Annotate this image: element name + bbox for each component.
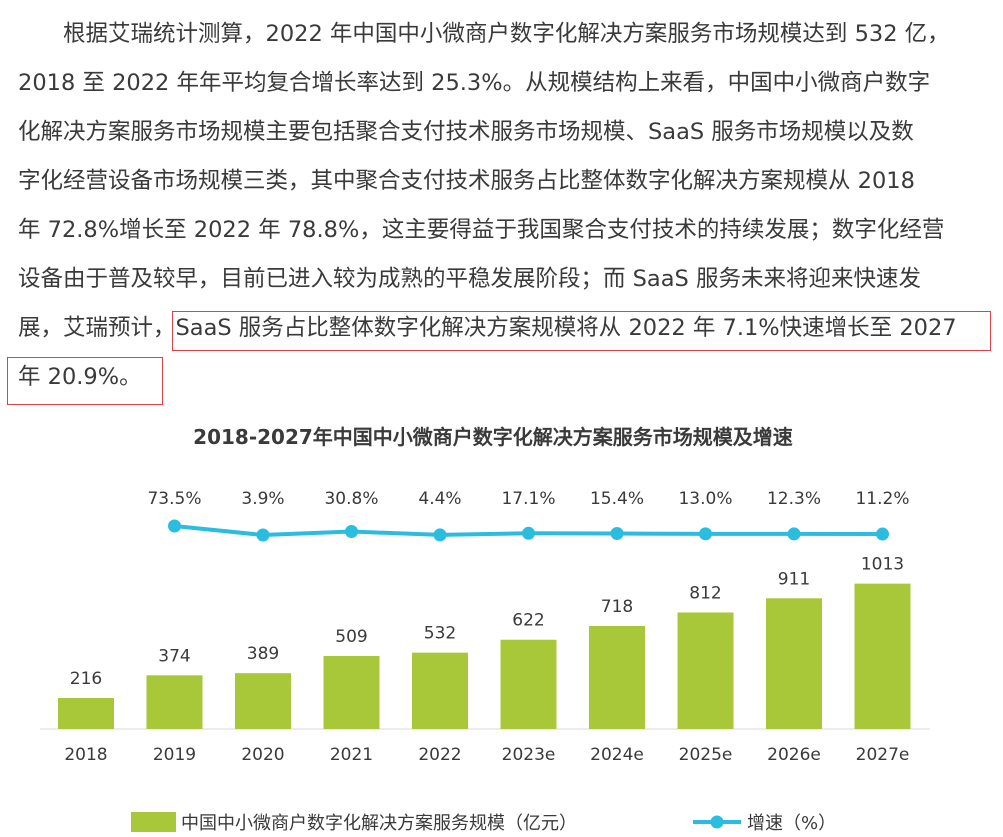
legend-line-label: 增速（%） bbox=[747, 813, 836, 834]
paragraph-line: 展，艾瑞预计，SaaS 服务占比整体数字化解决方案规模将从 2022 年 7.1… bbox=[18, 315, 957, 341]
legend-bar-swatch bbox=[131, 812, 176, 832]
bar-value-label: 509 bbox=[335, 627, 367, 647]
bar-2022 bbox=[412, 652, 468, 729]
bar-value-label: 532 bbox=[424, 624, 456, 644]
bar-2020 bbox=[235, 673, 291, 729]
bar-2021 bbox=[323, 655, 380, 729]
paragraph-line: 设备由于普及较早，目前已进入较为成熟的平稳发展阶段；而 SaaS 服务未来将迎来… bbox=[18, 266, 921, 292]
x-tick-label: 2027e bbox=[856, 745, 910, 765]
legend-line-marker bbox=[710, 815, 724, 829]
bar-2027e bbox=[854, 583, 911, 729]
x-tick-label: 2024e bbox=[590, 745, 644, 765]
bar-value-label: 374 bbox=[158, 646, 190, 666]
paragraph-line: 字化经营设备市场规模三类，其中聚合支付技术服务占比整体数字化解决方案规模从 20… bbox=[18, 168, 915, 194]
growth-point bbox=[433, 528, 447, 542]
bar-2025e bbox=[677, 612, 734, 729]
report-paragraph: 根据艾瑞统计测算，2022 年中国中小微商户数字化解决方案服务市场规模达到 53… bbox=[18, 10, 998, 402]
growth-label: 3.9% bbox=[241, 489, 284, 509]
bar-value-label: 1013 bbox=[861, 555, 904, 575]
x-tick-label: 2021 bbox=[330, 745, 373, 765]
growth-point bbox=[610, 527, 624, 541]
growth-point bbox=[876, 527, 889, 541]
growth-point bbox=[168, 519, 181, 533]
bar-value-label: 911 bbox=[778, 569, 810, 589]
x-tick-label: 2018 bbox=[64, 745, 107, 765]
growth-label: 73.5% bbox=[147, 489, 201, 509]
growth-point bbox=[345, 525, 358, 539]
paragraph-line: 年 20.9%。 bbox=[18, 364, 142, 390]
paragraph-line: 根据艾瑞统计测算，2022 年中国中小微商户数字化解决方案服务市场规模达到 53… bbox=[18, 21, 950, 47]
x-tick-label: 2023e bbox=[502, 745, 556, 765]
paragraph-line: 2018 至 2022 年年平均复合增长率达到 25.3%。从规模结构上来看，中… bbox=[18, 70, 931, 96]
bar-value-label: 389 bbox=[247, 644, 279, 664]
growth-label: 17.1% bbox=[501, 489, 555, 509]
paragraph-line: 年 72.8%增长至 2022 年 78.8%，这主要得益于我国聚合支付技术的持… bbox=[18, 217, 945, 243]
x-tick-label: 2020 bbox=[241, 745, 284, 765]
x-tick-label: 2019 bbox=[153, 745, 196, 765]
x-tick-label: 2022 bbox=[418, 745, 461, 765]
x-tick-label: 2026e bbox=[767, 745, 821, 765]
growth-label: 11.2% bbox=[855, 489, 909, 509]
x-tick-label: 2025e bbox=[679, 745, 733, 765]
bar-2018 bbox=[58, 698, 114, 729]
growth-label: 13.0% bbox=[678, 489, 732, 509]
growth-label: 30.8% bbox=[324, 489, 378, 509]
growth-point bbox=[256, 528, 270, 542]
paragraph-line: 化解决方案服务市场规模主要包括聚合支付技术服务市场规模、SaaS 服务市场规模以… bbox=[18, 119, 914, 145]
growth-label: 12.3% bbox=[767, 489, 821, 509]
growth-point bbox=[699, 527, 712, 541]
growth-label: 4.4% bbox=[418, 489, 461, 509]
bar-value-label: 622 bbox=[512, 611, 544, 631]
growth-label: 15.4% bbox=[590, 489, 644, 509]
bar-2024e bbox=[589, 625, 645, 729]
bar-value-label: 216 bbox=[70, 669, 102, 689]
bar-value-label: 718 bbox=[601, 597, 633, 617]
growth-point bbox=[787, 527, 801, 541]
growth-point bbox=[522, 526, 535, 540]
bar-2019 bbox=[146, 675, 203, 729]
bar-2026e bbox=[766, 598, 822, 729]
chart-title: 2018-2027年中国中小微商户数字化解决方案服务市场规模及增速 bbox=[193, 425, 793, 449]
legend-bar-label: 中国中小微商户数字化解决方案服务规模（亿元） bbox=[181, 813, 577, 834]
bar-2023e bbox=[500, 639, 557, 729]
bar-value-label: 812 bbox=[689, 583, 721, 603]
